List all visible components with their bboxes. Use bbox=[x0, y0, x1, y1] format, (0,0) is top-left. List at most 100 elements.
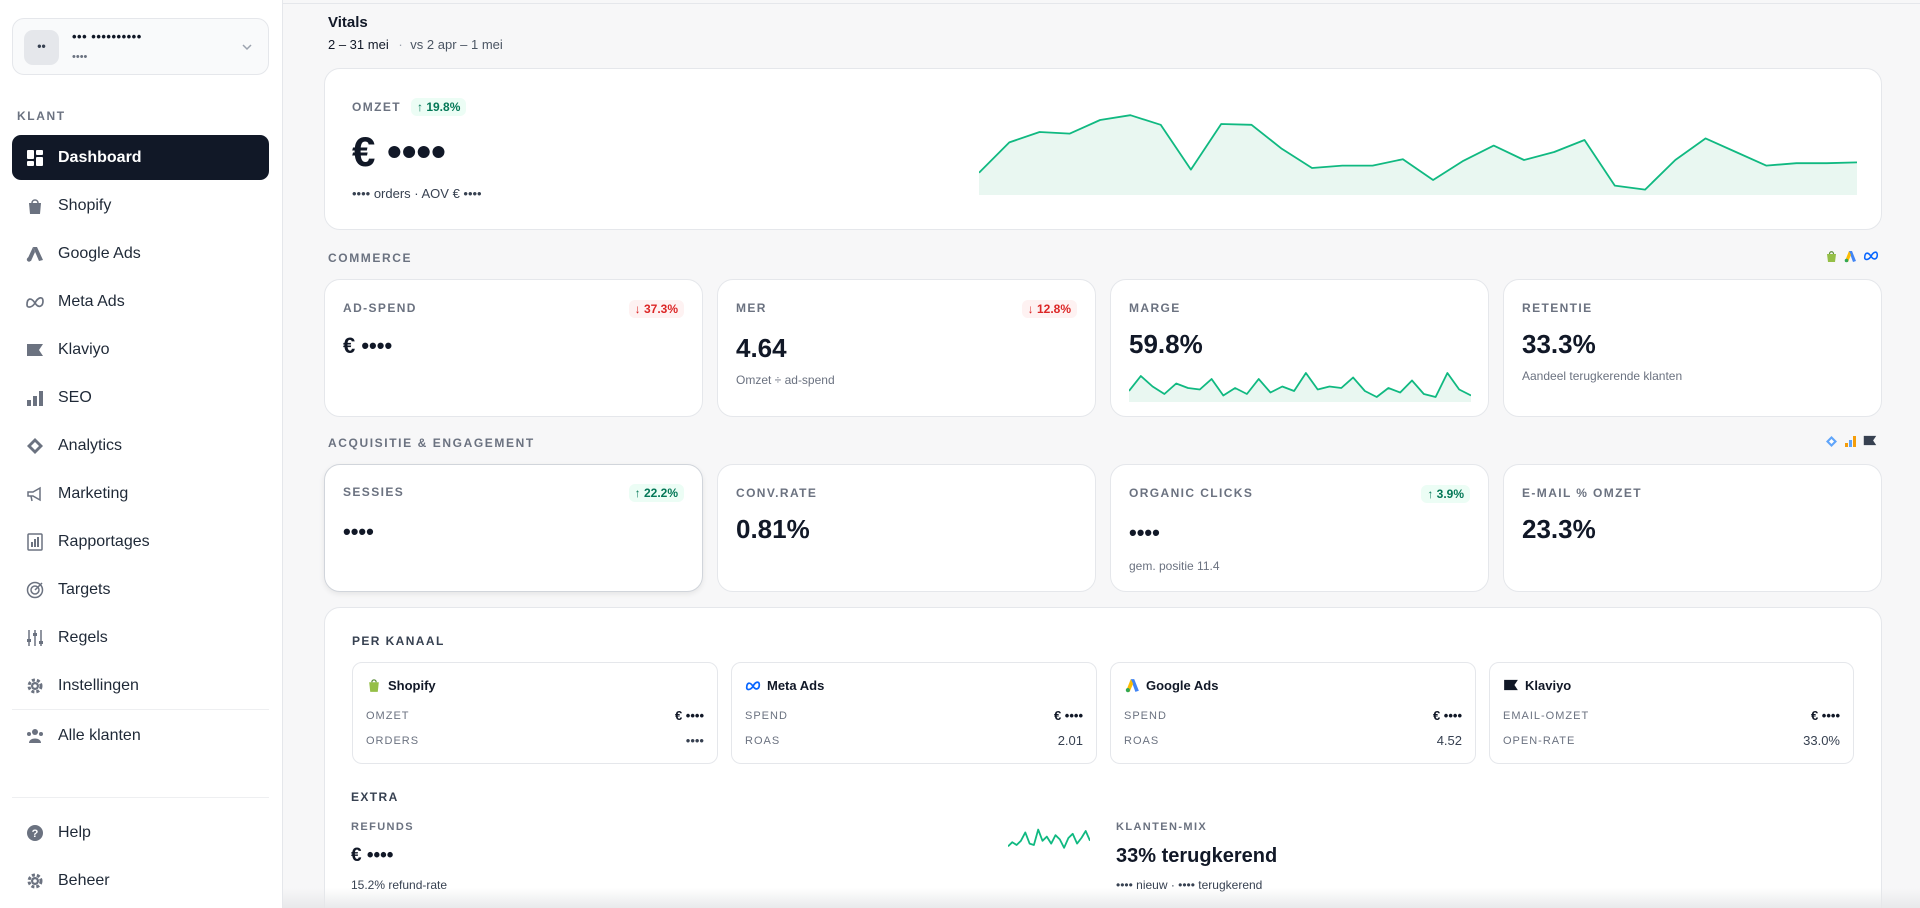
sidebar-item-marketing[interactable]: Marketing bbox=[12, 471, 269, 516]
kanaal-name: Klaviyo bbox=[1525, 677, 1572, 693]
sparkline-area bbox=[1129, 373, 1471, 402]
sidebar-item-label: Dashboard bbox=[58, 148, 142, 166]
kanaal-card-klaviyo[interactable]: Klaviyo EMAIL-OMZET € •••• OPEN-RATE 33.0% bbox=[1489, 662, 1854, 764]
per-kanaal-label: PER KANAAL bbox=[352, 634, 445, 648]
top-divider bbox=[283, 3, 1920, 4]
kanaal-row-label: ROAS bbox=[1124, 734, 1160, 747]
sliders-icon bbox=[25, 628, 45, 648]
date-range[interactable]: 2 – 31 mei · vs 2 apr – 1 mei bbox=[328, 37, 503, 52]
sidebar-item-regels[interactable]: Regels bbox=[12, 615, 269, 660]
sidebar-item-klaviyo[interactable]: Klaviyo bbox=[12, 327, 269, 372]
date-range-current: 2 – 31 mei bbox=[328, 37, 389, 52]
sidebar-item-label: Klaviyo bbox=[58, 340, 110, 358]
kpi-sub: Omzet ÷ ad-spend bbox=[736, 373, 835, 387]
sidebar-item-targets[interactable]: Targets bbox=[12, 567, 269, 612]
omzet-value: € •••• bbox=[352, 128, 446, 175]
seo-icon bbox=[1845, 436, 1856, 447]
kanaal-row: SPEND € •••• bbox=[745, 708, 1083, 723]
users-icon bbox=[25, 726, 45, 746]
sidebar-item-label: Shopify bbox=[58, 196, 112, 214]
marge-sparkline bbox=[1129, 372, 1471, 402]
kpi-card-sessies[interactable]: SESSIES ↑ 22.2% •••• bbox=[324, 464, 703, 592]
kanaal-row-label: ROAS bbox=[745, 734, 781, 747]
kpi-card-mer[interactable]: MER ↓ 12.8% 4.64 Omzet ÷ ad-spend bbox=[717, 279, 1096, 417]
kpi-value: •••• bbox=[343, 519, 374, 544]
kpi-sub: gem. positie 11.4 bbox=[1129, 559, 1220, 573]
klaviyo-icon bbox=[1863, 435, 1877, 446]
extra-section-label: EXTRA bbox=[351, 790, 399, 804]
date-separator: · bbox=[398, 37, 403, 52]
kanaal-card-meta-ads[interactable]: Meta Ads SPEND € •••• ROAS 2.01 bbox=[731, 662, 1097, 764]
kpi-label: ORGANIC CLICKS bbox=[1129, 486, 1254, 500]
sidebar-item-analytics[interactable]: Analytics bbox=[12, 423, 269, 468]
dashboard-icon bbox=[25, 148, 45, 168]
sidebar-item-alle-klanten[interactable]: Alle klanten bbox=[12, 713, 269, 758]
kanaal-card-shopify[interactable]: Shopify OMZET € •••• ORDERS •••• bbox=[352, 662, 718, 764]
shopify-icon bbox=[366, 677, 382, 693]
kpi-card-conv-rate[interactable]: CONV.RATE 0.81% bbox=[717, 464, 1096, 592]
kanaal-row-value: 33.0% bbox=[1803, 733, 1840, 748]
sidebar-item-dashboard[interactable]: Dashboard bbox=[12, 135, 269, 180]
sparkline-line bbox=[1129, 372, 1471, 398]
commerce-section-label: COMMERCE bbox=[328, 251, 413, 265]
kpi-card-ad-spend[interactable]: AD-SPEND ↓ 37.3% € •••• bbox=[324, 279, 703, 417]
sidebar-item-label: Targets bbox=[58, 580, 111, 598]
refunds-sparkline bbox=[1008, 828, 1090, 849]
sidebar-item-help[interactable]: ? Help bbox=[12, 810, 269, 855]
kanaal-row-value: € •••• bbox=[674, 708, 704, 723]
omzet-card[interactable]: OMZET ↑ 19.8% € •••• •••• orders · AOV €… bbox=[324, 68, 1882, 230]
kpi-label: AD-SPEND bbox=[343, 301, 417, 315]
gear-icon bbox=[25, 871, 45, 891]
omzet-change-badge: ↑ 19.8% bbox=[411, 98, 467, 116]
google-ads-icon bbox=[1844, 251, 1856, 263]
kanaal-row-value: 4.52 bbox=[1436, 733, 1462, 748]
kpi-card-email-omzet[interactable]: E-MAIL % OMZET 23.3% bbox=[1503, 464, 1882, 592]
account-name: ••• •••••••••• bbox=[72, 29, 142, 44]
sparkline-area bbox=[979, 115, 1857, 195]
sidebar-item-beheer[interactable]: Beheer bbox=[12, 858, 269, 903]
kanaal-row: EMAIL-OMZET € •••• bbox=[1503, 708, 1840, 723]
kpi-change-badge: ↓ 37.3% bbox=[628, 300, 684, 318]
kanaal-name: Meta Ads bbox=[767, 677, 825, 693]
kanaal-row-value: € •••• bbox=[1432, 708, 1462, 723]
kpi-value: 33.3% bbox=[1522, 329, 1596, 359]
kanaal-row-label: OMZET bbox=[366, 709, 410, 722]
kpi-card-retentie[interactable]: RETENTIE 33.3% Aandeel terugkerende klan… bbox=[1503, 279, 1882, 417]
acquisitie-source-icons bbox=[1825, 435, 1877, 448]
sidebar-item-meta-ads[interactable]: Meta Ads bbox=[12, 279, 269, 324]
kanaal-row-label: SPEND bbox=[745, 709, 788, 722]
kpi-value: € •••• bbox=[343, 333, 393, 358]
sidebar-item-label: Meta Ads bbox=[58, 292, 125, 310]
sidebar-item-label: Alle klanten bbox=[58, 726, 141, 744]
kpi-label: MER bbox=[736, 301, 767, 315]
sidebar-item-rapportages[interactable]: Rapportages bbox=[12, 519, 269, 564]
omzet-header: OMZET ↑ 19.8% bbox=[352, 98, 467, 116]
kanaal-name: Shopify bbox=[388, 677, 436, 693]
account-switcher[interactable]: •• ••• •••••••••• •••• bbox=[12, 18, 269, 75]
kanaal-header: Meta Ads bbox=[745, 677, 824, 693]
kanaal-row-value: € •••• bbox=[1053, 708, 1083, 723]
kpi-card-marge[interactable]: MARGE 59.8% bbox=[1110, 279, 1489, 417]
meta-icon bbox=[745, 677, 761, 693]
sparkline-line bbox=[979, 114, 1857, 191]
google-ads-icon bbox=[1124, 677, 1140, 693]
sidebar-item-google-ads[interactable]: Google Ads bbox=[12, 231, 269, 276]
chevron-down-icon bbox=[242, 44, 252, 51]
sidebar-divider bbox=[12, 797, 269, 798]
kanaal-row-label: OPEN-RATE bbox=[1503, 734, 1576, 747]
kpi-label: MARGE bbox=[1129, 301, 1181, 315]
sidebar-item-seo[interactable]: SEO bbox=[12, 375, 269, 420]
sidebar-item-instellingen[interactable]: Instellingen bbox=[12, 663, 269, 708]
target-icon bbox=[25, 580, 45, 600]
kanaal-row: ROAS 4.52 bbox=[1124, 733, 1462, 748]
kanaal-card-google-ads[interactable]: Google Ads SPEND € •••• ROAS 4.52 bbox=[1110, 662, 1476, 764]
page-title: Vitals bbox=[328, 14, 368, 31]
omzet-sub: •••• orders · AOV € •••• bbox=[352, 186, 482, 201]
kpi-value: 4.64 bbox=[736, 333, 787, 363]
kanaal-header: Shopify bbox=[366, 677, 436, 693]
kanaal-name: Google Ads bbox=[1146, 677, 1219, 693]
klaviyo-flag-icon bbox=[25, 340, 45, 360]
omzet-sparkline bbox=[979, 114, 1857, 195]
kpi-card-organic-clicks[interactable]: ORGANIC CLICKS ↑ 3.9% •••• gem. positie … bbox=[1110, 464, 1489, 592]
sidebar-item-shopify[interactable]: Shopify bbox=[12, 183, 269, 228]
